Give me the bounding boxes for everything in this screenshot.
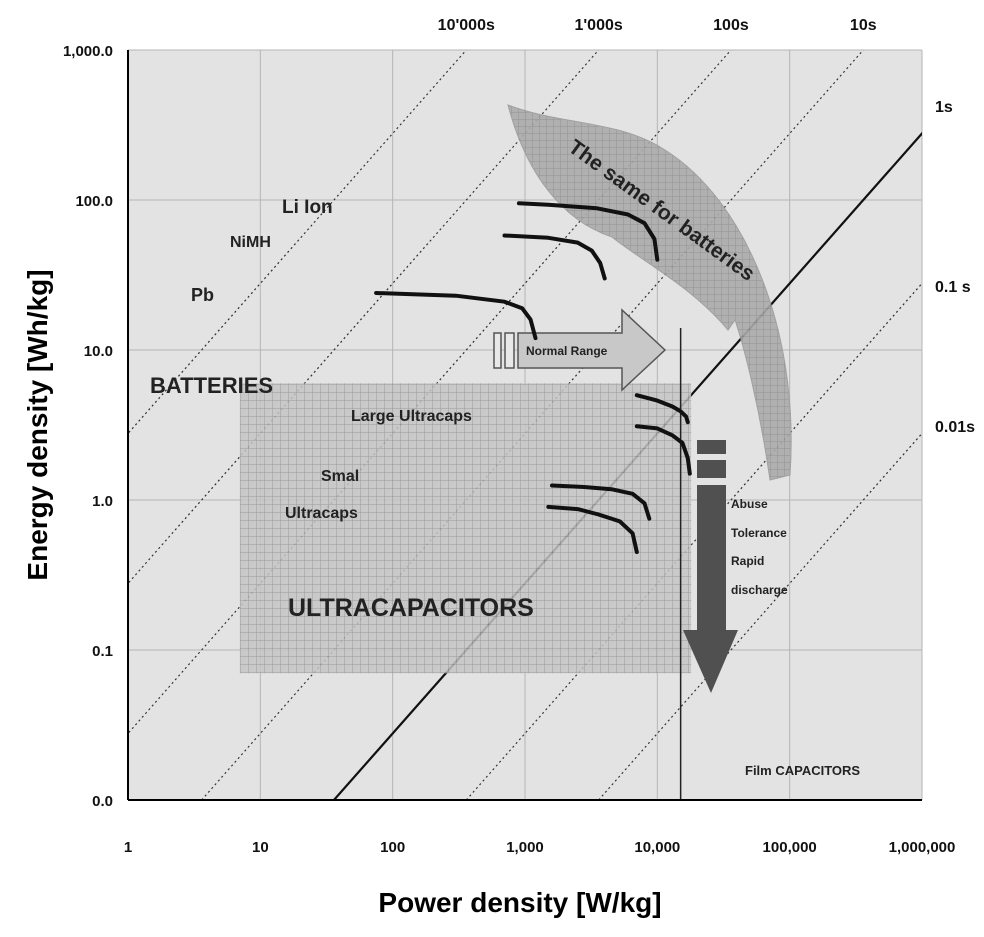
li-ion-label: Li Ion (282, 197, 333, 218)
abuse-tolerance-arrow (683, 485, 738, 693)
time-constant-line (465, 282, 922, 800)
time-constant-labels: 10'000s 1'000s 100s 10s 1s 0.1 s 0.01s (438, 17, 975, 436)
abuse-label: Abuse (731, 497, 768, 511)
axes (127, 50, 922, 801)
abuse-arrow-block-1 (697, 440, 726, 454)
x-tick-label: 10,000 (634, 839, 680, 856)
time-constant-label: 10'000s (438, 17, 495, 34)
series-curve (634, 424, 692, 476)
x-axis-title: Power density [W/kg] (378, 887, 661, 918)
x-tick-label: 1,000 (506, 839, 544, 856)
time-constant-label: 0.1 s (935, 279, 971, 296)
ultracaps-label: Ultracaps (285, 505, 358, 522)
ultracapacitor-region (239, 383, 692, 674)
small-label: Smal (321, 468, 359, 485)
y-tick-labels: 0.0 0.1 1.0 10.0 100.0 1,000.0 (63, 43, 113, 810)
ultracapacitors-label: ULTRACAPACITORS (288, 594, 534, 622)
discharge-label: discharge (731, 583, 788, 597)
series-curve (546, 504, 639, 554)
y-tick-label: 100.0 (75, 193, 113, 210)
series-curve (634, 393, 690, 425)
large-ultracaps-label: Large Ultracaps (351, 408, 472, 425)
time-constant-label: 0.01s (935, 419, 975, 436)
tolerance-label: Tolerance (731, 526, 787, 540)
x-tick-label: 1 (124, 839, 132, 856)
series-curves (374, 201, 692, 554)
film-capacitors-label: Film CAPACITORS (745, 763, 860, 778)
normal-range-tick-1 (493, 332, 502, 369)
series-curve (550, 483, 652, 521)
abuse-arrow-block-2 (697, 460, 726, 478)
same-for-batteries-arrow (507, 104, 792, 481)
batteries-label: BATTERIES (150, 373, 273, 398)
time-constant-label: 1s (935, 99, 953, 116)
nimh-label: NiMH (230, 234, 271, 251)
y-tick-label: 0.1 (92, 643, 113, 660)
normal-range-arrow (517, 308, 667, 392)
x-tick-label: 10 (252, 839, 269, 856)
x-tick-label: 100,000 (763, 839, 817, 856)
pb-label: Pb (191, 285, 214, 305)
normal-range-tick-2 (504, 332, 515, 369)
series-curve (516, 201, 660, 262)
time-constant-label: 10s (850, 17, 877, 34)
y-tick-label: 10.0 (84, 343, 113, 360)
x-tick-labels: 1 10 100 1,000 10,000 100,000 1,000,000 (124, 839, 956, 856)
time-constant-label: 100s (713, 17, 749, 34)
normal-range-label: Normal Range (526, 344, 608, 358)
time-constant-line (128, 50, 467, 435)
series-curve (374, 291, 538, 341)
rapid-label: Rapid (731, 554, 764, 568)
x-tick-label: 1,000,000 (889, 839, 956, 856)
y-axis-title: Energy density [Wh/kg] (22, 269, 53, 580)
series-curve (502, 233, 607, 281)
y-tick-label: 1.0 (92, 493, 113, 510)
y-tick-label: 0.0 (92, 793, 113, 810)
y-tick-label: 1,000.0 (63, 43, 113, 60)
time-constant-label: 1'000s (574, 17, 622, 34)
x-tick-label: 100 (380, 839, 405, 856)
